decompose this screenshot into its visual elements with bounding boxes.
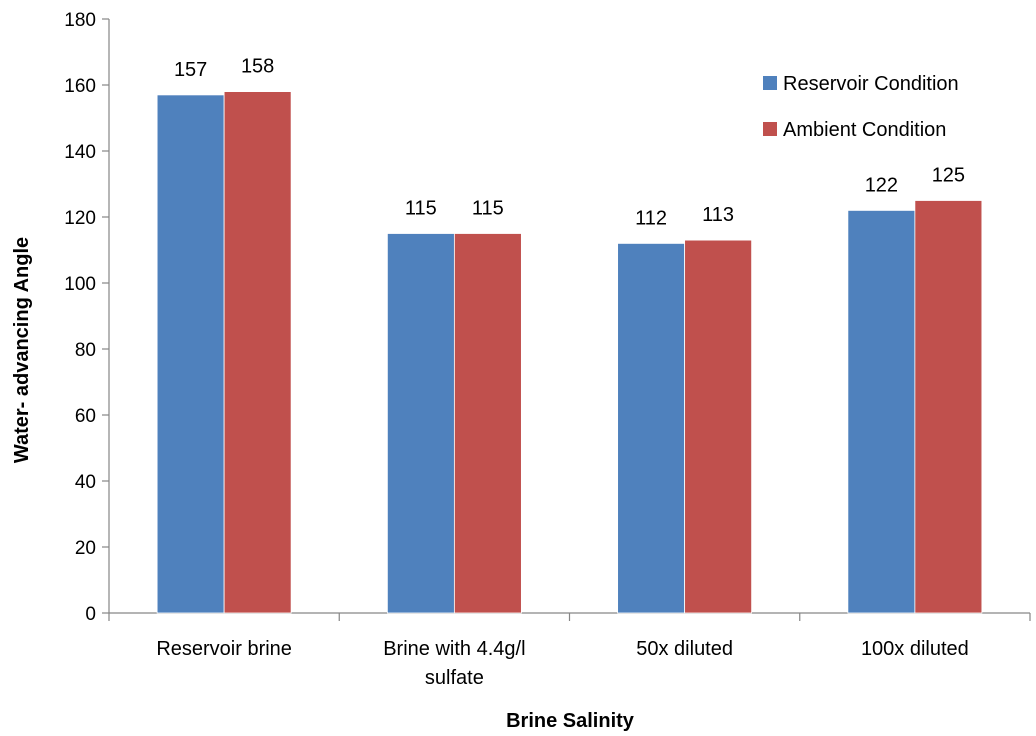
y-tick-label: 160 [64, 76, 96, 97]
y-tick-label: 40 [75, 472, 96, 493]
y-tick-label: 0 [85, 604, 96, 625]
bar-reservoir-3 [847, 209, 916, 614]
data-label: 125 [932, 165, 965, 187]
y-axis-title: Water- advancing Angle [11, 237, 33, 463]
bar-reservoir-0 [156, 94, 225, 614]
bar-ambient-0 [223, 91, 292, 614]
data-label: 122 [865, 174, 898, 196]
x-category-label: Brine with 4.4g/l [383, 638, 525, 660]
legend-swatch [763, 76, 777, 90]
data-label: 112 [635, 207, 667, 229]
x-category-label: sulfate [425, 667, 484, 689]
legend: Reservoir Condition Ambient Condition [763, 73, 959, 141]
bar-ambient-2 [684, 239, 753, 614]
bar-ambient-3 [914, 200, 983, 614]
plot-area: 0 20 40 60 80 100 120 140 160 180 157 158 Reservoir … [64, 10, 1031, 689]
legend-entry: Reservoir Condition [783, 73, 959, 95]
bar-ambient-1 [453, 233, 522, 614]
data-label: 115 [405, 198, 437, 220]
x-category-label: 100x diluted [861, 638, 969, 660]
y-tick-label: 60 [75, 406, 96, 427]
bar-reservoir-1 [386, 233, 455, 614]
x-category-label: 50x diluted [636, 638, 733, 660]
legend-entry: Ambient Condition [783, 119, 946, 141]
x-axis-title: Brine Salinity [506, 710, 635, 732]
data-label: 158 [241, 56, 274, 78]
y-tick-label: 140 [64, 142, 96, 163]
y-tick-label: 100 [64, 274, 96, 295]
y-tick-label: 120 [64, 208, 96, 229]
y-tick-label: 180 [64, 10, 96, 31]
x-category-label: Reservoir brine [156, 638, 292, 660]
data-label: 115 [472, 198, 504, 220]
y-tick-label: 20 [75, 538, 96, 559]
legend-swatch [763, 122, 777, 136]
bar-reservoir-2 [617, 242, 686, 614]
y-tick-label: 80 [75, 340, 96, 361]
data-label: 113 [702, 204, 734, 226]
data-label: 157 [174, 59, 207, 81]
